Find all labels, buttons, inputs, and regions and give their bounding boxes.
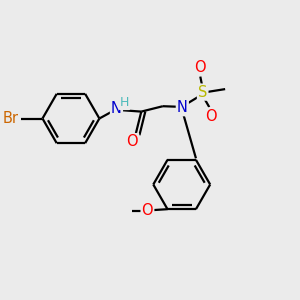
Text: N: N — [111, 101, 122, 116]
Text: Br: Br — [2, 111, 18, 126]
Text: S: S — [198, 85, 207, 100]
Text: O: O — [205, 109, 217, 124]
Text: O: O — [142, 203, 153, 218]
Text: O: O — [127, 134, 138, 149]
Text: H: H — [120, 96, 129, 109]
Text: O: O — [194, 60, 206, 75]
Text: N: N — [177, 100, 188, 115]
